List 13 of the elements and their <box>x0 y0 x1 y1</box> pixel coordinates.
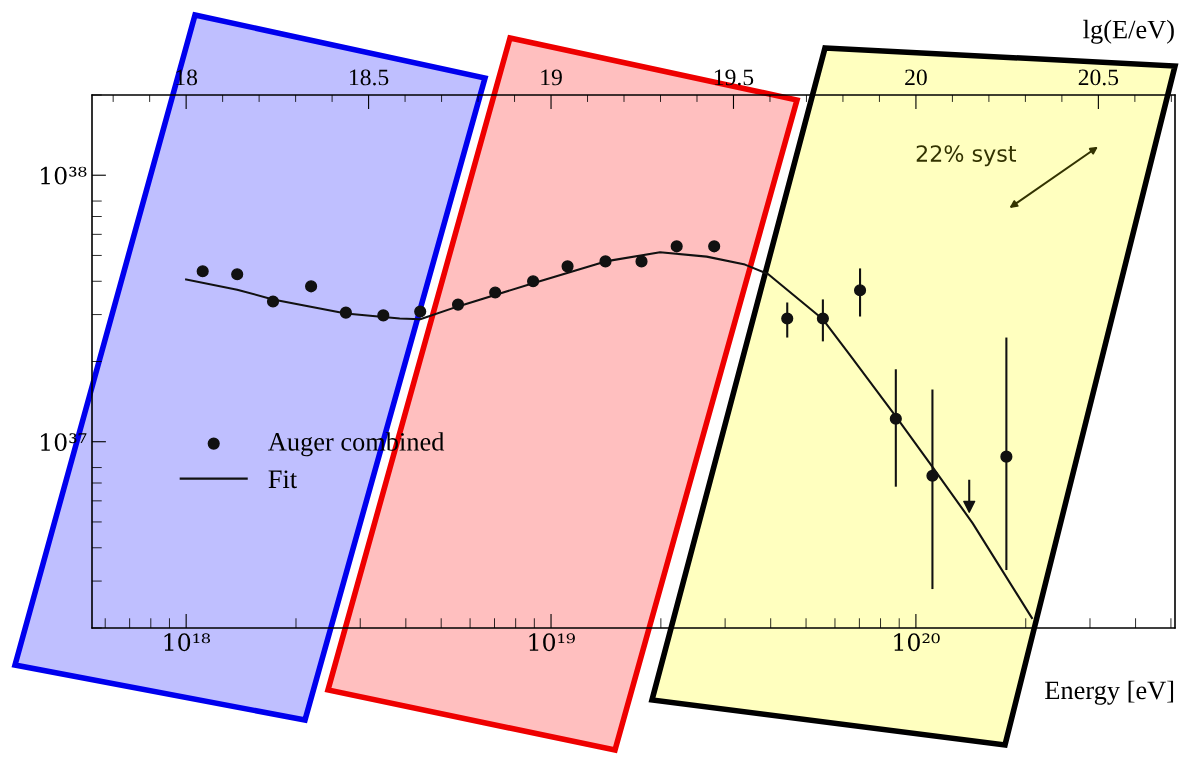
x2-tick-label: 19.5 <box>714 69 754 86</box>
annotation: 22% syst <box>916 145 1017 167</box>
x2-tick-label: 18.5 <box>350 69 389 86</box>
x-tick-label: 10¹⁸ <box>164 633 211 652</box>
x-tick-label: 10¹⁹ <box>529 633 575 652</box>
x-tick-label: 10²⁰ <box>894 633 940 652</box>
y-tick-label: 10³⁸ <box>41 166 87 185</box>
x-axis-title: Energy [eV] <box>1045 680 1174 705</box>
x2-axis-title: lg(E/eV) <box>1083 19 1174 44</box>
x2-tick-label: 19 <box>541 69 562 86</box>
x2-tick-label: 20.5 <box>1078 69 1119 86</box>
legend-label: Fit <box>268 470 297 489</box>
x2-tick-label: 20 <box>905 69 927 86</box>
